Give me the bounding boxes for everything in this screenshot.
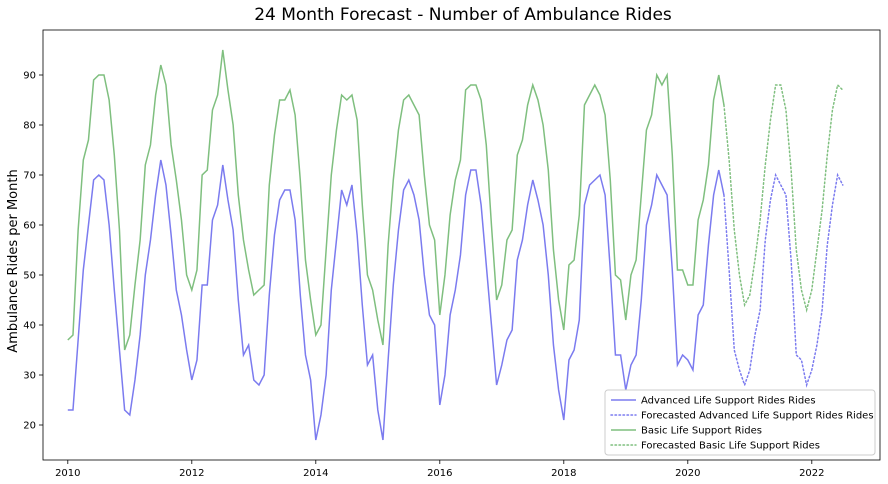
y-tick-label: 20 <box>23 421 36 432</box>
legend-entry-3: Basic Life Support Rides <box>641 426 762 437</box>
y-tick-label: 60 <box>23 221 36 232</box>
y-tick-label: 80 <box>23 121 36 132</box>
y-tick-label: 50 <box>23 271 36 282</box>
x-tick-label: 2010 <box>55 468 80 479</box>
x-tick-label: 2014 <box>303 468 328 479</box>
x-tick-label: 2022 <box>799 468 824 479</box>
x-tick-label: 2012 <box>179 468 204 479</box>
x-tick-label: 2018 <box>551 468 576 479</box>
legend: Advanced Life Support Rides Rides Forecas… <box>604 389 876 456</box>
legend-entry-2: Forecasted Advanced Life Support Rides R… <box>641 411 874 422</box>
series-line-1 <box>67 159 725 441</box>
x-axis-ticks: 2010 2012 2014 2016 2018 2020 2022 <box>55 460 825 479</box>
y-tick-label: 70 <box>23 171 36 182</box>
series-line-3 <box>67 49 725 351</box>
plot-lines <box>67 49 844 441</box>
plot-frame <box>42 29 881 461</box>
chart-title: 24 Month Forecast - Number of Ambulance … <box>254 5 672 25</box>
y-tick-label: 90 <box>23 71 36 82</box>
x-tick-label: 2020 <box>675 468 700 479</box>
y-tick-label: 40 <box>23 321 36 332</box>
legend-entry-4: Forecasted Basic Life Support Rides <box>641 441 820 452</box>
legend-entry-1: Advanced Life Support Rides Rides <box>641 396 816 407</box>
y-tick-label: 30 <box>23 371 36 382</box>
x-tick-label: 2016 <box>427 468 452 479</box>
series-line-4 <box>723 83 844 313</box>
series-line-2 <box>723 172 844 388</box>
legend-box <box>604 389 876 456</box>
y-axis-ticks: 20 30 40 50 60 70 80 90 <box>23 71 43 432</box>
y-axis-label: Ambulance Rides per Month <box>6 169 21 352</box>
